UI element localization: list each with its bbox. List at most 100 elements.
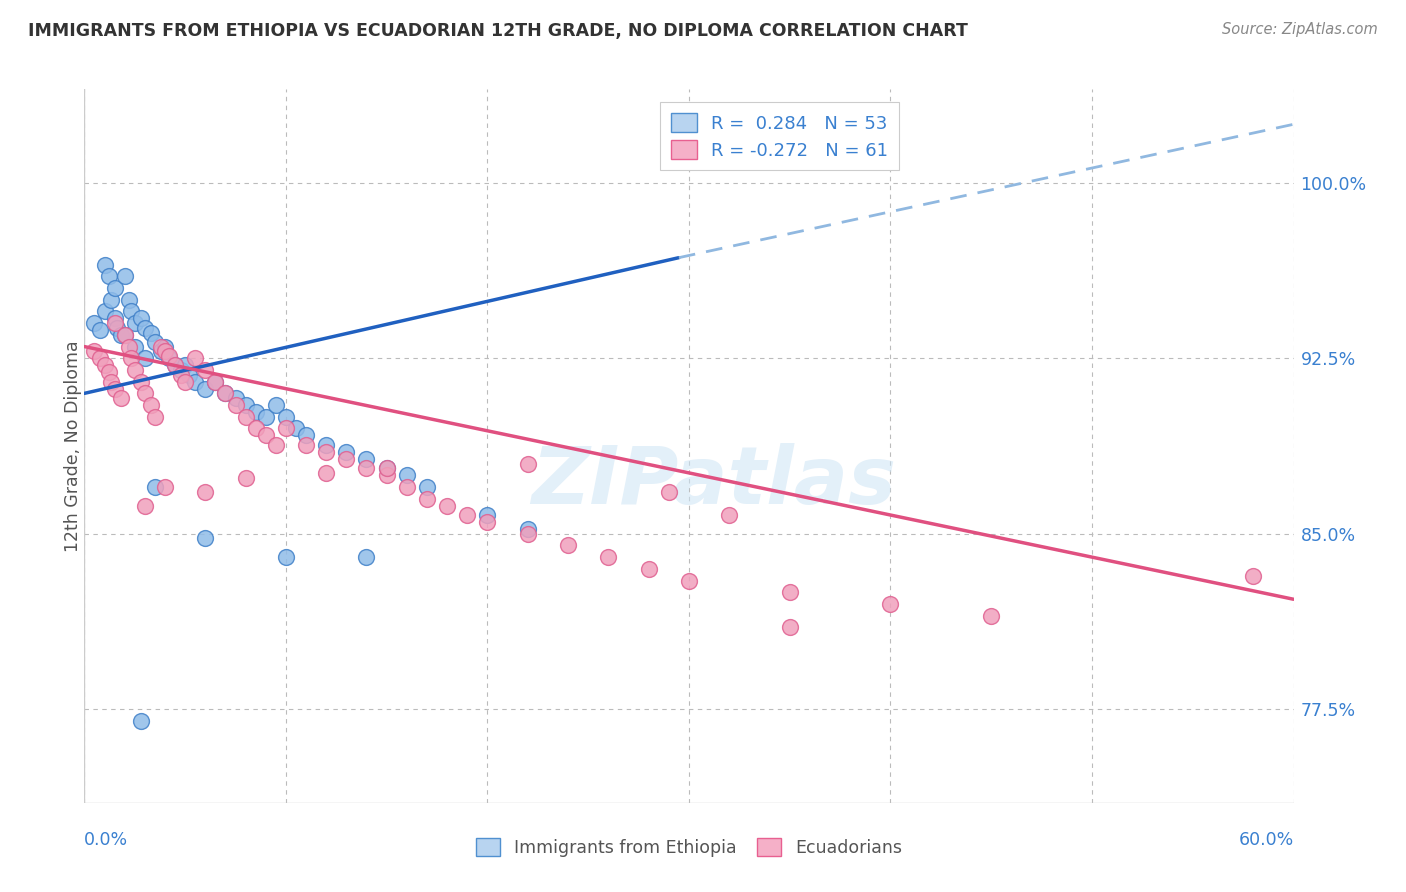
Point	[97, 365, 120, 379]
Point	[179, 368, 201, 382]
Point	[157, 351, 180, 366]
Point	[104, 311, 127, 326]
Point	[235, 409, 257, 424]
Point	[779, 620, 801, 634]
Text: ZIPatlas: ZIPatlas	[530, 442, 896, 521]
Point	[375, 468, 398, 483]
Point	[557, 538, 579, 552]
Point	[129, 375, 152, 389]
Point	[235, 470, 257, 484]
Point	[637, 562, 659, 576]
Point	[184, 351, 207, 366]
Point	[83, 316, 105, 330]
Point	[879, 597, 901, 611]
Point	[295, 428, 318, 442]
Point	[235, 398, 257, 412]
Point	[315, 445, 337, 459]
Point	[124, 316, 146, 330]
Point	[658, 484, 681, 499]
Point	[143, 334, 166, 349]
Point	[124, 363, 146, 377]
Point	[375, 461, 398, 475]
Point	[254, 428, 277, 442]
Point	[194, 484, 217, 499]
Point	[477, 515, 499, 529]
Point	[174, 359, 197, 373]
Point	[204, 375, 226, 389]
Point	[1241, 569, 1264, 583]
Point	[149, 344, 172, 359]
Point	[129, 311, 152, 326]
Point	[315, 466, 337, 480]
Point	[143, 409, 166, 424]
Point	[134, 321, 156, 335]
Legend: Immigrants from Ethiopia, Ecuadorians: Immigrants from Ethiopia, Ecuadorians	[467, 829, 911, 865]
Point	[980, 608, 1002, 623]
Point	[335, 451, 357, 466]
Point	[516, 457, 538, 471]
Point	[477, 508, 499, 522]
Point	[225, 398, 247, 412]
Point	[89, 323, 111, 337]
Point	[516, 522, 538, 536]
Point	[100, 293, 122, 307]
Point	[124, 340, 146, 354]
Point	[93, 304, 115, 318]
Point	[157, 349, 180, 363]
Point	[194, 382, 217, 396]
Point	[274, 421, 297, 435]
Point	[110, 391, 132, 405]
Point	[214, 386, 236, 401]
Point	[416, 480, 439, 494]
Point	[129, 714, 152, 728]
Point	[153, 344, 176, 359]
Point	[395, 468, 418, 483]
Point	[356, 461, 378, 475]
Point	[110, 327, 132, 342]
Point	[335, 445, 357, 459]
Point	[214, 386, 236, 401]
Point	[120, 304, 142, 318]
Point	[149, 340, 172, 354]
Point	[143, 480, 166, 494]
Text: 60.0%: 60.0%	[1239, 830, 1294, 849]
Text: IMMIGRANTS FROM ETHIOPIA VS ECUADORIAN 12TH GRADE, NO DIPLOMA CORRELATION CHART: IMMIGRANTS FROM ETHIOPIA VS ECUADORIAN 1…	[28, 22, 967, 40]
Point	[194, 532, 217, 546]
Point	[356, 550, 378, 565]
Point	[165, 359, 187, 373]
Point	[285, 421, 308, 435]
Point	[264, 398, 287, 412]
Point	[100, 375, 122, 389]
Point	[105, 321, 128, 335]
Point	[139, 398, 162, 412]
Point	[245, 405, 267, 419]
Point	[274, 550, 297, 565]
Point	[436, 499, 458, 513]
Point	[118, 340, 141, 354]
Point	[134, 499, 156, 513]
Point	[174, 375, 197, 389]
Point	[134, 351, 156, 366]
Point	[118, 293, 141, 307]
Point	[254, 409, 277, 424]
Text: 0.0%: 0.0%	[84, 830, 128, 849]
Point	[194, 363, 217, 377]
Point	[97, 269, 120, 284]
Point	[356, 451, 378, 466]
Point	[598, 550, 620, 565]
Text: Source: ZipAtlas.com: Source: ZipAtlas.com	[1222, 22, 1378, 37]
Point	[245, 421, 267, 435]
Point	[139, 326, 162, 340]
Point	[416, 491, 439, 506]
Point	[395, 480, 418, 494]
Point	[264, 438, 287, 452]
Point	[114, 327, 136, 342]
Point	[104, 382, 127, 396]
Point	[114, 327, 136, 342]
Point	[104, 316, 127, 330]
Point	[315, 438, 337, 452]
Point	[83, 344, 105, 359]
Y-axis label: 12th Grade, No Diploma: 12th Grade, No Diploma	[65, 340, 82, 552]
Point	[779, 585, 801, 599]
Point	[456, 508, 478, 522]
